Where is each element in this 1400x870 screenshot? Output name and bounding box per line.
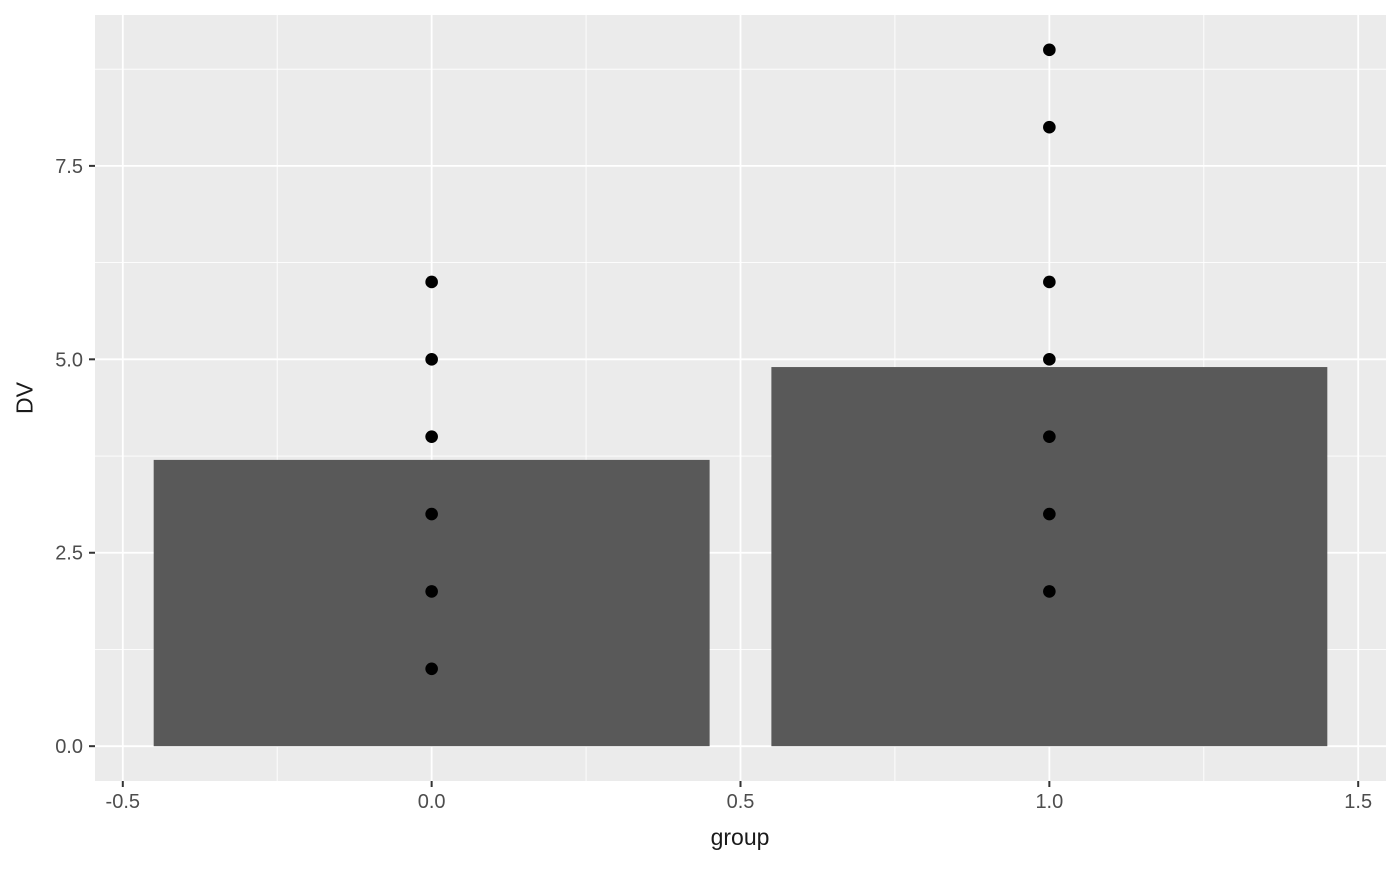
x-tick-label: 1.5 <box>1344 791 1372 813</box>
data-point <box>425 430 438 443</box>
bar <box>771 367 1328 747</box>
bar <box>153 459 710 747</box>
y-axis-title: DV <box>11 381 37 414</box>
x-tick-label: 1.0 <box>1035 791 1063 813</box>
data-point <box>1043 585 1056 598</box>
x-tick-label: 0.0 <box>418 791 446 813</box>
axis-ticks-layer <box>89 164 1360 787</box>
data-point <box>1043 120 1056 134</box>
x-tick-label: 0.5 <box>727 791 755 813</box>
y-tick-label: 2.5 <box>55 543 83 565</box>
x-tick-label: -0.5 <box>106 791 140 813</box>
bars-layer <box>153 367 1328 747</box>
data-point <box>1043 43 1056 57</box>
data-point <box>1043 507 1056 521</box>
data-point <box>425 353 438 366</box>
data-point <box>425 585 438 598</box>
data-point <box>425 507 438 521</box>
points-layer <box>425 43 1056 676</box>
data-point <box>425 662 438 676</box>
x-axis-title: group <box>711 824 770 850</box>
data-point <box>1043 430 1056 443</box>
y-tick-label: 5.0 <box>55 349 83 371</box>
tick-labels-layer: -0.5 0.0 0.5 1.0 1.5 0.0 2.5 5.0 7.5 <box>55 156 1372 813</box>
y-tick-label: 7.5 <box>55 156 83 178</box>
y-tick-label: 0.0 <box>55 736 83 758</box>
data-point <box>1043 353 1056 366</box>
data-point <box>425 275 438 289</box>
data-point <box>1043 275 1056 289</box>
